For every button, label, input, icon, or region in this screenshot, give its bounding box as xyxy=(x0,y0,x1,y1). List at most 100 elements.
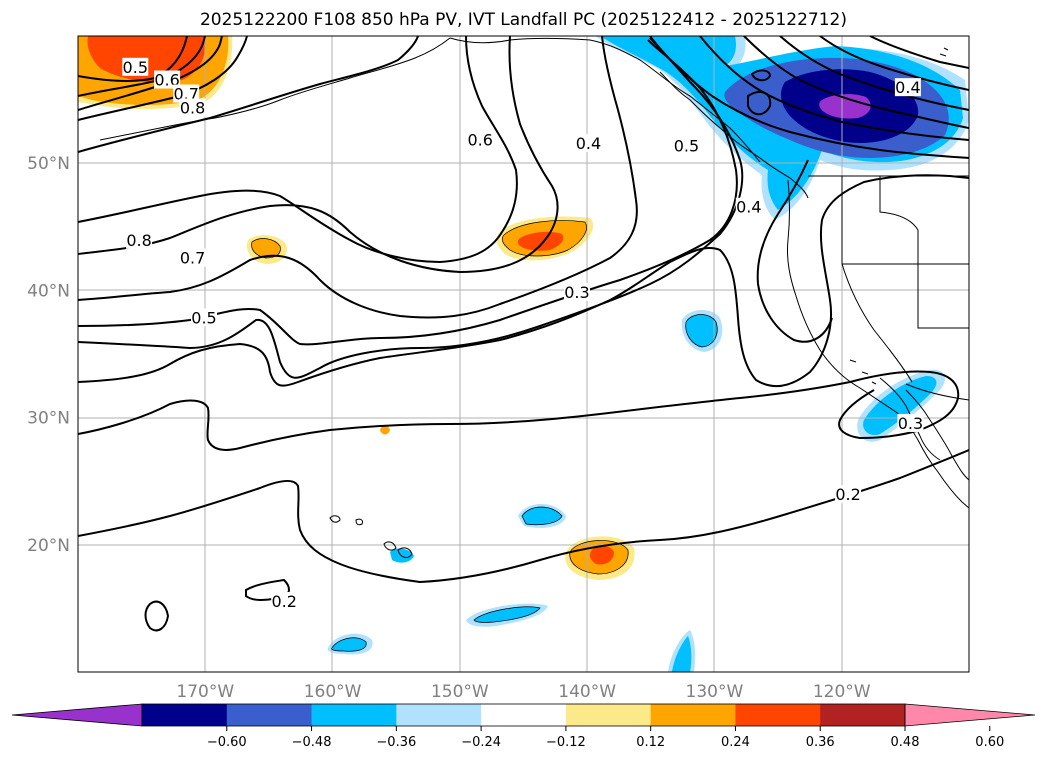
coast-socal-islands xyxy=(849,359,877,385)
map-frame xyxy=(77,35,970,673)
coast-hawaii-3 xyxy=(329,515,341,523)
lon-label: 120°W xyxy=(813,682,871,702)
contour-label: 0.8 xyxy=(126,231,151,250)
contour-label-bg xyxy=(191,308,218,327)
colorbar-segment xyxy=(735,704,821,726)
outline-goa xyxy=(501,220,587,257)
latitude-labels: 20°N 30°N 40°N 50°N xyxy=(27,154,70,556)
shade-pnw-negative-0.60 xyxy=(819,94,871,119)
contour-label: 0.2 xyxy=(835,485,860,504)
shade-hawaii-negative xyxy=(390,548,414,563)
gridlines xyxy=(78,36,969,672)
contour-0.8-north xyxy=(78,36,248,121)
colorbar-segment xyxy=(311,704,397,726)
colorbar-extend-low xyxy=(11,703,143,727)
contour-0.8-main xyxy=(78,36,419,153)
shade-baja-negative-0.24 xyxy=(863,376,937,436)
contour-label-bg xyxy=(563,282,590,301)
contour-pnw-1 xyxy=(649,36,969,159)
colorbar-frame xyxy=(141,703,906,727)
lon-label: 170°W xyxy=(176,682,234,702)
contour-label-bg xyxy=(126,230,153,249)
colorbar-tick-label: −0.12 xyxy=(546,735,586,750)
contour-0.3-outer xyxy=(78,174,969,388)
border-states-3 xyxy=(841,263,913,383)
contour-pnw-2 xyxy=(699,36,969,141)
contour-ne-blob xyxy=(750,69,772,82)
lon-label: 150°W xyxy=(431,682,489,702)
colorbar-segment xyxy=(650,704,736,726)
outline-small-pos xyxy=(251,238,281,259)
shade-outlines xyxy=(251,220,718,652)
contour-label-bg xyxy=(735,197,762,216)
contour-label-bg xyxy=(179,98,206,117)
colorbar-segment xyxy=(820,704,906,726)
lat-label: 30°N xyxy=(27,409,70,429)
shade-small-positive-1b xyxy=(251,238,281,258)
contour-label-bg xyxy=(179,248,206,267)
contour-label-bg xyxy=(271,592,298,611)
contour-label-bg xyxy=(154,70,181,89)
contour-label: 0.5 xyxy=(191,308,216,327)
shade-subtrop-negative-1b xyxy=(522,507,562,525)
contour-label-bg xyxy=(173,84,200,103)
contour-label: 0.4 xyxy=(895,78,920,97)
coast-hawaii-2 xyxy=(397,547,413,558)
coast-hawaii-1 xyxy=(383,541,397,551)
colorbar-tick-label: 0.48 xyxy=(891,735,920,750)
colorbar-tick-label: −0.48 xyxy=(292,735,332,750)
map-area: 0.50.60.70.80.6 0.4 0.50.80.70.50.40.30.40… xyxy=(78,36,969,672)
lat-label: 40°N xyxy=(27,281,70,301)
contour-label-bg xyxy=(575,134,602,153)
colorbar-tick-label: 0.12 xyxy=(636,735,665,750)
coast-islands-far-ne xyxy=(939,47,949,57)
coast-hawaii-4 xyxy=(355,518,363,526)
contour-pnw-4 xyxy=(779,36,969,111)
coast-bc-islands xyxy=(659,71,809,199)
shade-subtrop-positive-0.36 xyxy=(589,545,614,565)
contour-label: 0.5 xyxy=(674,137,699,156)
coast-gulf-california xyxy=(905,389,969,481)
outline-small-neg xyxy=(685,314,718,348)
lon-label: 160°W xyxy=(304,682,362,702)
contour-label-bg xyxy=(673,136,700,155)
contour-0.2-lower xyxy=(78,449,969,584)
contour-label-bg xyxy=(122,57,149,76)
colorbar-segment xyxy=(481,704,567,726)
contour-label-bg xyxy=(897,413,924,432)
coast-aleutians xyxy=(99,37,451,141)
outline-subtrop-pos xyxy=(569,540,629,575)
outline-subtrop-neg xyxy=(521,506,563,526)
map-title: 2025122200 F108 850 hPa PV, IVT Landfall… xyxy=(199,10,847,30)
lon-label: 140°W xyxy=(558,682,616,702)
colorbar-tick-label: 0.24 xyxy=(721,735,750,750)
contour-label: 0.5 xyxy=(123,58,148,77)
contour-0.4-nw xyxy=(756,159,833,343)
contour-0.7-loop xyxy=(78,36,559,274)
colorbar-segment xyxy=(565,704,652,726)
shade-goa-positive-0.36 xyxy=(517,231,564,251)
contour-pnw-5 xyxy=(819,36,969,91)
contour-pnw-loop xyxy=(747,90,772,116)
contour-label: 0.3 xyxy=(898,414,923,433)
contour-pnw-3 xyxy=(743,36,969,129)
contour-label: 0.6 xyxy=(467,130,492,149)
contour-label: 0.4 xyxy=(576,134,601,153)
outline-south-neg-2 xyxy=(331,637,367,652)
contour-label: 0.2 xyxy=(271,592,296,611)
contour-label: 0.7 xyxy=(180,249,205,268)
contour-0.3-main xyxy=(78,37,744,379)
contour-label: 0.3 xyxy=(564,283,589,302)
colorbar-tick-label: −0.60 xyxy=(207,735,247,750)
coast-us-west xyxy=(787,179,969,509)
longitude-labels: 170°W 160°W 150°W 140°W 130°W 120°W xyxy=(176,682,870,702)
contour-0.6-loop xyxy=(78,36,518,264)
contour-labels: 0.50.60.70.80.6 0.4 0.50.80.70.50.40.30.40… xyxy=(122,57,924,611)
colorbar-segment xyxy=(142,704,228,726)
contour-label: 0.4 xyxy=(736,198,761,217)
border-states-2 xyxy=(879,176,969,329)
contour-0.5-loop xyxy=(78,36,638,319)
shade-south-negative-1b xyxy=(474,606,540,623)
lat-label: 20°N xyxy=(27,536,70,556)
